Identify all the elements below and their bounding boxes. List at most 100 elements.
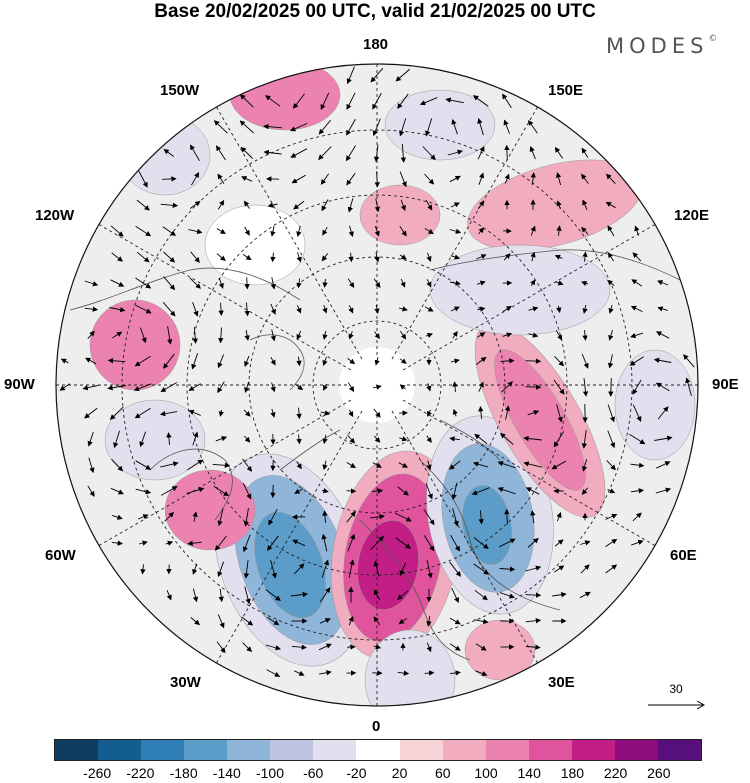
- wind-arrow-icon: [189, 277, 201, 289]
- wind-arrow-icon: [107, 357, 126, 364]
- wind-arrow-icon: [140, 564, 146, 575]
- wind-arrow-icon: [166, 590, 172, 601]
- wind-arrow-icon: [348, 615, 354, 626]
- wind-arrow-icon: [656, 461, 671, 469]
- wind-arrow-icon: [499, 566, 516, 572]
- wind-arrow-icon: [348, 305, 354, 314]
- anomaly-canada-weak-low: [204, 204, 306, 286]
- wind-arrow-icon: [265, 95, 281, 107]
- wind-arrow-icon: [87, 485, 95, 497]
- wind-arrow-icon: [292, 539, 306, 547]
- lon-label-60e: 60E: [670, 547, 697, 564]
- wind-arrow-icon: [657, 280, 669, 286]
- wind-arrow-icon: [321, 199, 329, 212]
- meridian-line: [402, 399, 656, 546]
- wind-arrow-icon: [113, 430, 121, 449]
- wind-arrow-icon: [472, 95, 489, 107]
- wind-arrow-icon: [632, 379, 642, 395]
- wind-arrow-icon: [270, 226, 276, 237]
- wind-arrow-icon: [607, 404, 616, 423]
- wind-arrow-icon: [109, 306, 126, 313]
- wind-arrow-icon: [162, 176, 177, 182]
- wind-arrow-icon: [451, 482, 458, 500]
- polar-map: [55, 63, 699, 707]
- wind-arrow-icon: [244, 277, 250, 290]
- wind-arrow-icon: [347, 278, 355, 289]
- wind-arrow-icon: [244, 381, 250, 393]
- wind-arrow-icon: [270, 252, 276, 263]
- wind-arrow-icon: [192, 326, 198, 344]
- wind-arrow-icon: [451, 587, 459, 604]
- wind-arrow-icon: [242, 254, 252, 261]
- wind-arrow-icon: [581, 147, 589, 158]
- wind-arrow-icon: [478, 510, 484, 525]
- wind-arrow-icon: [419, 97, 438, 106]
- anomaly-siberia-low-core: [462, 485, 512, 565]
- wind-arrow-icon: [111, 252, 124, 262]
- wind-arrow-icon: [632, 252, 642, 262]
- wind-arrow-icon: [190, 251, 200, 263]
- wind-arrow-icon: [217, 381, 225, 394]
- wind-arrow-icon: [346, 92, 356, 110]
- wind-arrow-icon: [270, 382, 276, 393]
- wind-arrow-icon: [321, 253, 329, 262]
- wind-arrow-icon: [502, 305, 512, 312]
- wind-arrow-icon: [605, 173, 616, 185]
- anomaly-greenland-high: [164, 469, 256, 551]
- wind-arrow-icon: [471, 487, 490, 496]
- wind-arrow-icon: [109, 406, 124, 420]
- wind-arrow-icon: [270, 303, 276, 315]
- wind-arrow-icon: [373, 435, 381, 443]
- wind-arrow-icon: [87, 330, 95, 339]
- wind-arrow-icon: [528, 119, 538, 134]
- lon-label-150e: 150E: [548, 82, 584, 99]
- lon-label-30w: 30W: [170, 674, 201, 691]
- colorbar-tick-label: 220: [603, 765, 628, 781]
- colorbar-segment: [614, 740, 658, 760]
- coastline: [249, 334, 305, 391]
- wind-arrow-icon: [478, 227, 485, 235]
- wind-arrow-icon: [348, 225, 354, 238]
- wind-arrow-icon: [318, 146, 332, 161]
- wind-arrow-icon: [348, 409, 354, 418]
- wind-arrow-icon: [110, 487, 124, 495]
- wind-arrow-icon: [217, 354, 225, 369]
- wind-arrow-icon: [475, 643, 487, 651]
- wind-arrow-icon: [243, 560, 250, 579]
- wind-arrow-icon: [555, 172, 562, 186]
- wind-arrow-icon: [270, 560, 277, 579]
- wind-arrow-icon: [528, 332, 539, 338]
- wind-arrow-icon: [347, 198, 354, 213]
- wind-arrow-icon: [425, 483, 433, 500]
- wind-arrow-icon: [474, 589, 488, 601]
- wind-arrow-icon: [239, 120, 255, 134]
- wind-arrow-icon: [192, 431, 199, 446]
- wind-arrow-icon: [630, 332, 644, 339]
- colorbar-segment: [485, 740, 529, 760]
- wind-arrow-icon: [217, 173, 225, 184]
- latitude-circle: [312, 320, 442, 450]
- wind-arrow-icon: [556, 404, 563, 423]
- wind-arrow-icon: [319, 587, 331, 603]
- wind-arrow-icon: [372, 118, 381, 137]
- colorbar-segment: [270, 740, 314, 760]
- wind-arrow-icon: [450, 534, 460, 552]
- wind-arrow-icon: [399, 225, 407, 237]
- wind-arrow-icon: [346, 172, 356, 186]
- wind-arrow-icon: [190, 617, 200, 626]
- wind-arrow-icon: [290, 591, 309, 598]
- wind-arrow-icon: [399, 358, 407, 364]
- wind-arrow-icon: [523, 435, 542, 442]
- wind-arrow-icon: [629, 356, 644, 366]
- wind-arrow-icon: [111, 458, 124, 472]
- wind-arrow-icon: [244, 355, 250, 367]
- wind-arrow-icon: [449, 561, 462, 577]
- wind-arrow-icon: [136, 199, 150, 211]
- wind-arrow-icon: [450, 254, 461, 260]
- wind-arrow-icon: [607, 354, 614, 369]
- wind-arrow-icon: [477, 332, 486, 338]
- wind-arrow-icon: [530, 251, 536, 262]
- wind-arrow-icon: [163, 276, 176, 291]
- wind-arrow-icon: [580, 564, 590, 574]
- wind-arrow-icon: [293, 200, 305, 210]
